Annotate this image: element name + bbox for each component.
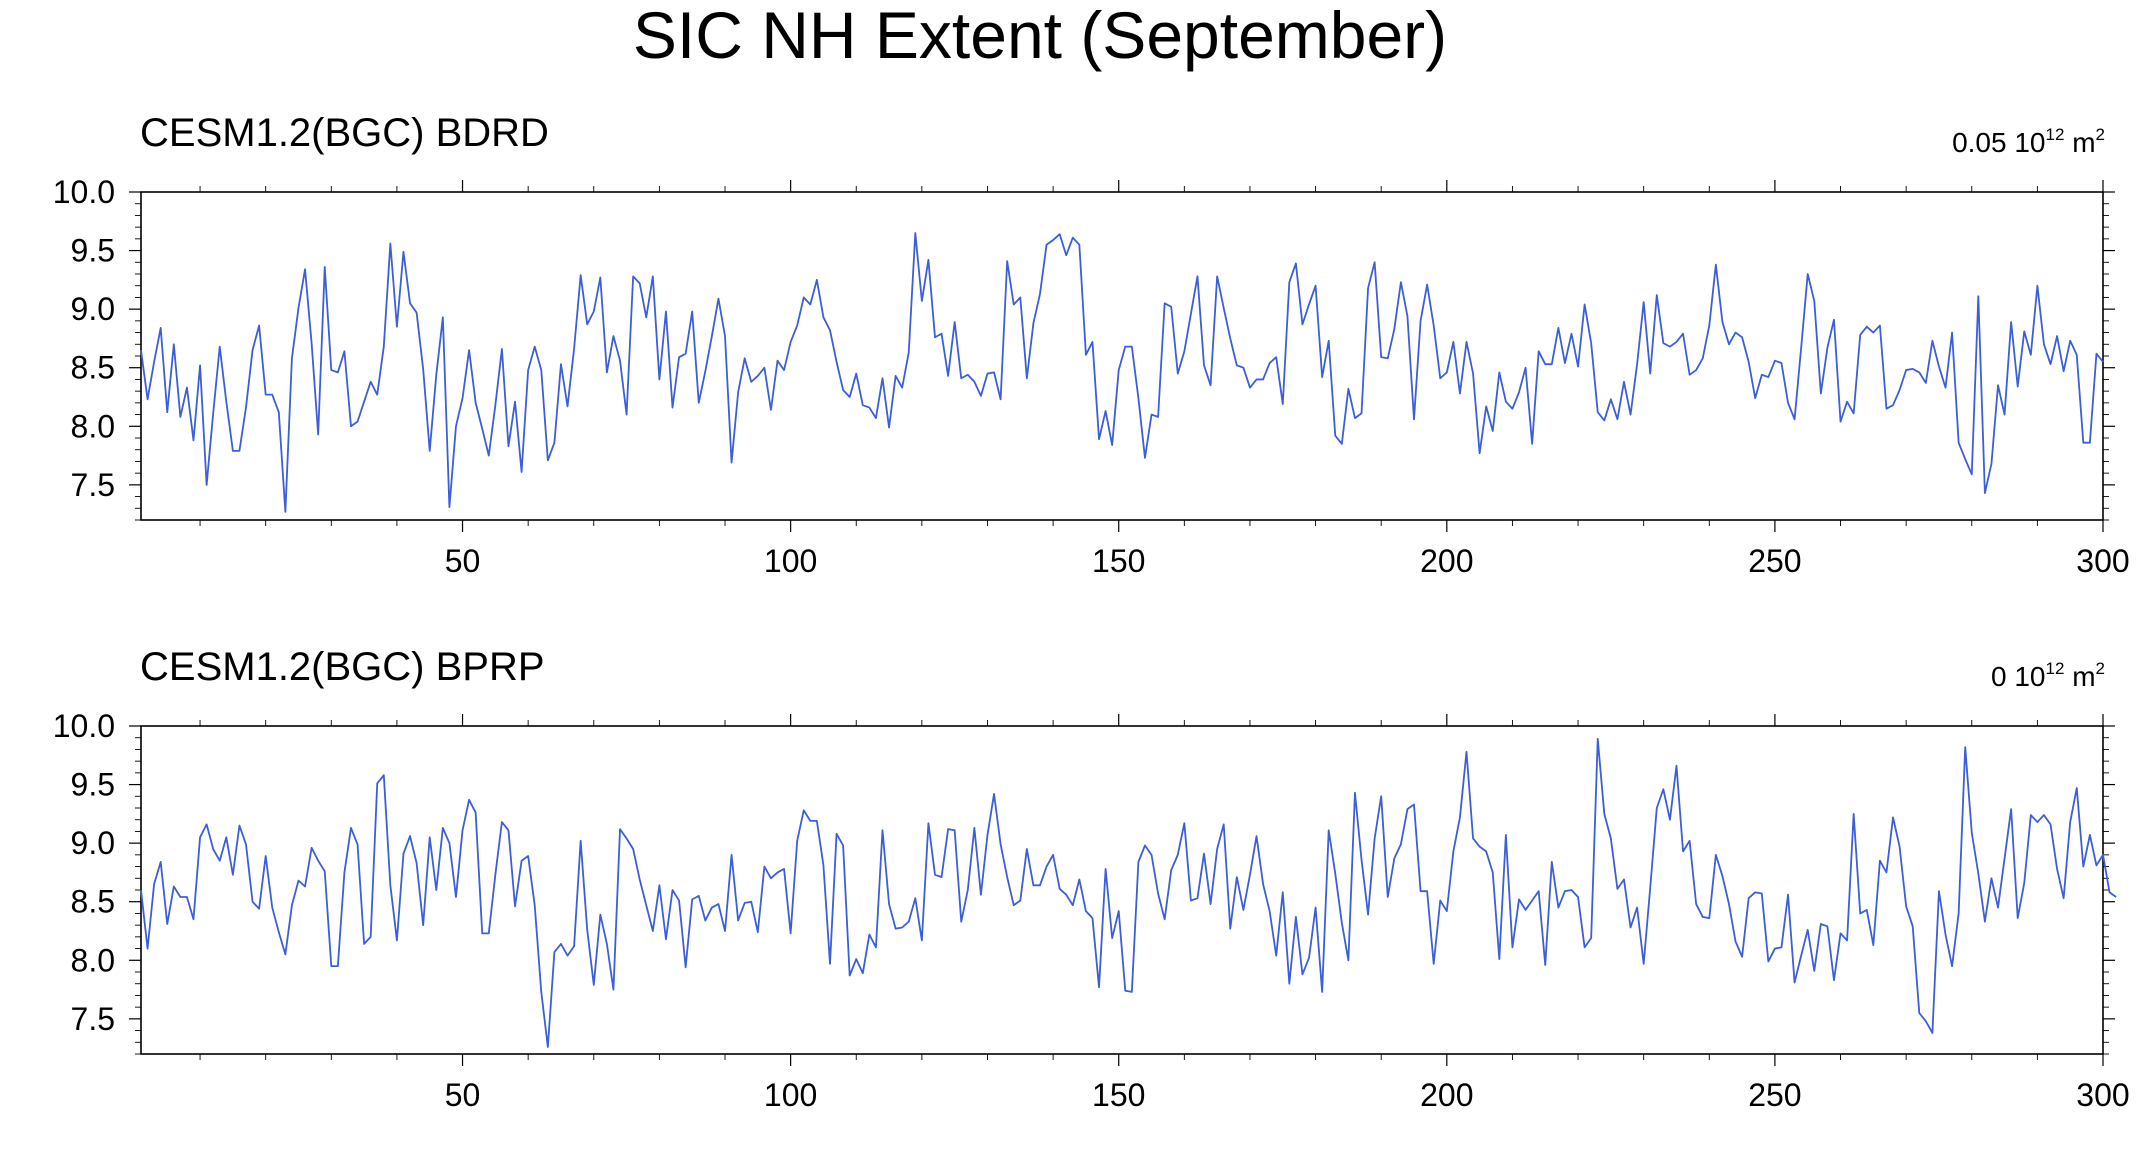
units-label-bdrd: 0.05 1012 m2 (1952, 125, 2105, 158)
series-line-bdrd (140, 232, 2104, 513)
units-unit-exp-bprp: 2 (2096, 659, 2105, 678)
plot-frame-bprp (140, 725, 2104, 1055)
figure-title: SIC NH Extent (September) (633, 0, 1447, 72)
y-tick-label: 8.0 (71, 408, 115, 444)
panel-title-bprp: CESM1.2(BGC) BPRP (140, 645, 545, 689)
y-tick-label: 10.0 (53, 174, 115, 210)
y-tick-label: 9.5 (71, 767, 115, 803)
y-tick-label: 7.5 (71, 1001, 115, 1037)
units-unit-bdrd: m (2064, 127, 2095, 158)
y-tick-label: 9.0 (71, 291, 115, 327)
panel-bdrd: CESM1.2(BGC) BDRD 0.05 1012 m2 50 100 150 2… (53, 111, 2130, 579)
y-tick-label: 9.5 (71, 233, 115, 269)
x-tick-label: 200 (1420, 543, 1473, 579)
y-tick-label: 9.0 (71, 825, 115, 861)
x-tick-label: 100 (764, 543, 817, 579)
units-exp-bdrd: 12 (2046, 125, 2065, 144)
y-tick-label: 8.5 (71, 884, 115, 920)
series-line-bprp (140, 737, 2117, 1048)
units-prefix-bprp: 0 10 (1991, 661, 2046, 692)
x-tick-label: 250 (1748, 543, 1801, 579)
x-tick-label: 300 (2076, 1077, 2129, 1113)
y-tick-label: 7.5 (71, 467, 115, 503)
x-tick-label: 100 (764, 1077, 817, 1113)
x-tick-label: 50 (445, 543, 481, 579)
x-tick-label: 50 (445, 1077, 481, 1113)
plot-area-bdrd: 50 100 150 200 250 300 7.5 8.0 8.5 9.0 9.5 10.0 (53, 174, 2130, 579)
x-tick-label: 300 (2076, 543, 2129, 579)
units-unit-bprp: m (2064, 661, 2095, 692)
x-tick-label: 250 (1748, 1077, 1801, 1113)
x-tick-label: 150 (1092, 1077, 1145, 1113)
x-tick-label: 150 (1092, 543, 1145, 579)
y-tick-label: 8.0 (71, 942, 115, 978)
panel-bprp: CESM1.2(BGC) BPRP 0 1012 m2 50 100 150 200 2… (53, 645, 2130, 1113)
units-exp-bprp: 12 (2046, 659, 2065, 678)
units-prefix-bdrd: 0.05 10 (1952, 127, 2045, 158)
y-tick-label: 10.0 (53, 708, 115, 744)
plot-area-bprp: 50 100 150 200 250 300 7.5 8.0 8.5 9.0 9.5 10.0 (53, 708, 2130, 1113)
units-label-bprp: 0 1012 m2 (1991, 659, 2105, 692)
y-tick-label: 8.5 (71, 350, 115, 386)
panel-title-bdrd: CESM1.2(BGC) BDRD (140, 111, 549, 155)
units-unit-exp-bdrd: 2 (2096, 125, 2105, 144)
x-tick-label: 200 (1420, 1077, 1473, 1113)
